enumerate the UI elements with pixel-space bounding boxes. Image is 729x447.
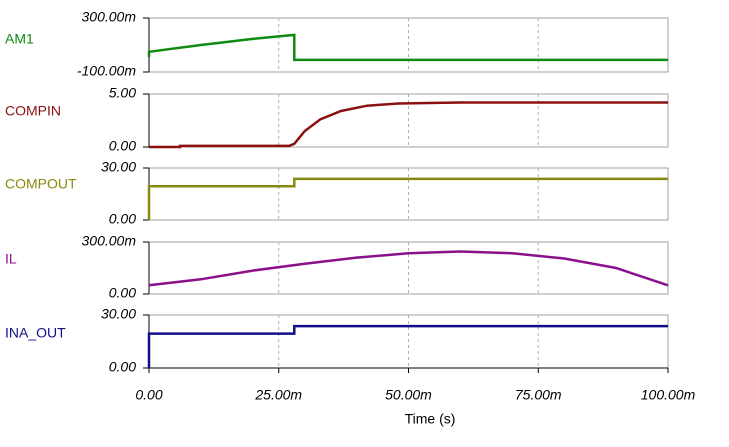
series-line [147,324,668,368]
series-label: COMPOUT [5,176,77,192]
x-axis-label: Time (s) [405,411,456,427]
y-tick-label: 0.00 [109,285,136,301]
series-line [148,250,669,287]
y-tick-label: -100.00m [77,63,136,79]
y-tick-label: 0.00 [109,138,136,154]
y-tick-label: 0.00 [109,211,136,227]
series-line [147,177,668,220]
y-tick-label: 300.00m [82,9,137,25]
y-tick-label: 300.00m [82,233,137,249]
y-tick-label: 30.00 [101,159,136,175]
y-tick-label: 0.00 [109,359,136,375]
series-label: INA_OUT [5,325,66,341]
x-tick-label: 100.00m [641,387,696,403]
x-tick-label: 0.00 [135,387,162,403]
series-label: COMPIN [5,103,61,119]
series-label: AM1 [5,31,34,47]
y-tick-label: 30.00 [101,306,136,322]
x-tick-label: 75.00m [515,387,562,403]
series-label: IL [5,251,17,267]
series-line [147,33,668,62]
x-tick-label: 50.00m [385,387,432,403]
x-tick-label: 25.00m [254,387,302,403]
series-line [149,101,668,149]
y-tick-label: 5.00 [109,85,136,101]
